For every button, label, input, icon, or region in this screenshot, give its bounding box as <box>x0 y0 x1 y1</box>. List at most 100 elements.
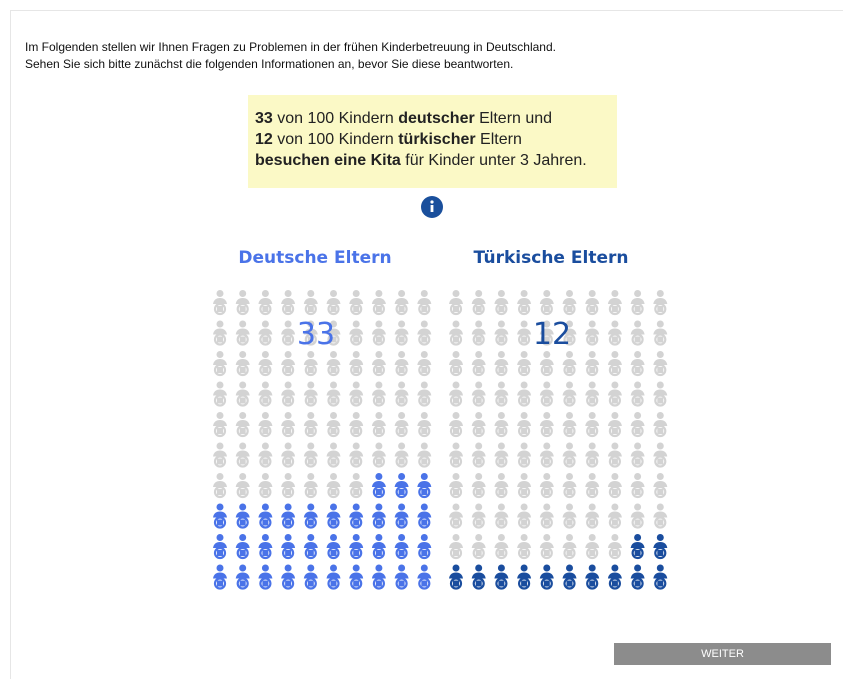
icon-head <box>497 503 505 511</box>
icon-child <box>213 302 227 316</box>
icon-child-body <box>285 580 292 587</box>
person-icon <box>539 381 554 407</box>
icon-child <box>495 546 508 560</box>
icon-head <box>475 564 483 572</box>
person-icon <box>349 503 364 529</box>
icon-child-body <box>566 306 573 312</box>
icon-child <box>350 363 363 377</box>
icon-child-body <box>421 306 428 312</box>
person-icon <box>281 534 296 560</box>
icon-child-body <box>330 458 337 465</box>
icon-child-body <box>498 458 505 465</box>
icon-body <box>235 481 250 487</box>
icon-body <box>630 359 645 365</box>
icon-child-body <box>543 336 550 343</box>
icon-child-body <box>475 519 482 526</box>
icon-body <box>371 298 386 304</box>
icon-body <box>371 542 386 548</box>
person-icon <box>371 351 386 377</box>
icon-body <box>281 511 296 518</box>
icon-body <box>630 450 645 457</box>
icon-head <box>566 564 573 572</box>
icon-body <box>607 511 622 518</box>
icon-head <box>475 442 483 450</box>
person-icon <box>371 412 386 438</box>
person-icon <box>449 381 463 407</box>
person-icon <box>539 290 554 316</box>
icon-child-body <box>217 580 223 587</box>
icon-child-body <box>589 367 596 373</box>
person-icon <box>281 503 296 529</box>
icon-child <box>372 333 385 346</box>
icon-child <box>631 333 644 346</box>
icon-head <box>656 534 664 541</box>
icon-child-body <box>453 336 459 343</box>
info-box: 33 von 100 Kindern deutscher Eltern und 1… <box>248 95 617 188</box>
icon-head <box>307 534 315 541</box>
icon-child <box>282 394 295 407</box>
icon-body <box>326 298 341 304</box>
icon-child <box>213 485 227 499</box>
icon-child <box>213 577 227 590</box>
icon-child-body <box>421 367 428 373</box>
icon-head <box>375 320 383 328</box>
icon-body <box>281 481 296 487</box>
person-icon <box>213 412 227 438</box>
icon-body <box>494 450 509 457</box>
icon-child-body <box>398 458 405 465</box>
icon-child <box>654 546 667 560</box>
icon-child-body <box>453 458 459 465</box>
icon-body <box>417 420 432 426</box>
icon-body <box>539 450 554 457</box>
icon-body <box>213 420 227 426</box>
icon-head <box>330 534 337 541</box>
icon-child-body <box>657 550 664 556</box>
icon-child-body <box>634 519 641 526</box>
icon-body <box>539 542 554 548</box>
person-icon <box>326 564 341 590</box>
person-icon <box>417 534 432 560</box>
icon-child <box>304 516 317 529</box>
icon-child <box>236 302 249 316</box>
icon-child <box>395 302 408 316</box>
icon-child <box>395 546 408 560</box>
icon-child-body <box>262 306 269 312</box>
person-icon <box>653 381 668 407</box>
icon-child <box>236 455 249 468</box>
icon-child <box>395 516 408 529</box>
icon-head <box>420 412 428 419</box>
icon-child <box>495 577 508 590</box>
icon-child <box>236 424 249 438</box>
icon-body <box>585 328 600 335</box>
icon-child <box>282 485 295 499</box>
person-icon <box>213 534 227 560</box>
icon-head <box>261 320 269 328</box>
person-icon <box>281 412 296 438</box>
icon-head <box>352 320 360 328</box>
icon-child-body <box>375 306 382 312</box>
info-icon[interactable] <box>421 196 443 218</box>
icon-head <box>520 351 528 358</box>
icon-body <box>235 298 250 304</box>
icon-body <box>326 481 341 487</box>
icon-head <box>452 320 460 328</box>
icon-child-body <box>353 580 360 587</box>
icon-child-body <box>353 306 360 312</box>
icon-body <box>517 572 532 579</box>
next-button[interactable]: WEITER <box>614 643 831 665</box>
person-icon <box>562 564 577 590</box>
icon-child-body <box>634 580 641 587</box>
icon-child <box>563 546 576 560</box>
person-icon <box>213 473 227 499</box>
icon-child-body <box>657 458 664 465</box>
pictograms: Deutsche Eltern 33 Türkische Eltern 12 <box>213 196 668 590</box>
icon-body <box>213 328 227 335</box>
icon-child <box>449 424 463 438</box>
person-icon <box>326 534 341 560</box>
icon-head <box>375 442 383 450</box>
icon-child-body <box>634 458 641 465</box>
icon-head <box>216 473 224 480</box>
icon-child <box>259 577 272 590</box>
icon-body <box>371 450 386 457</box>
person-icon <box>471 442 486 468</box>
